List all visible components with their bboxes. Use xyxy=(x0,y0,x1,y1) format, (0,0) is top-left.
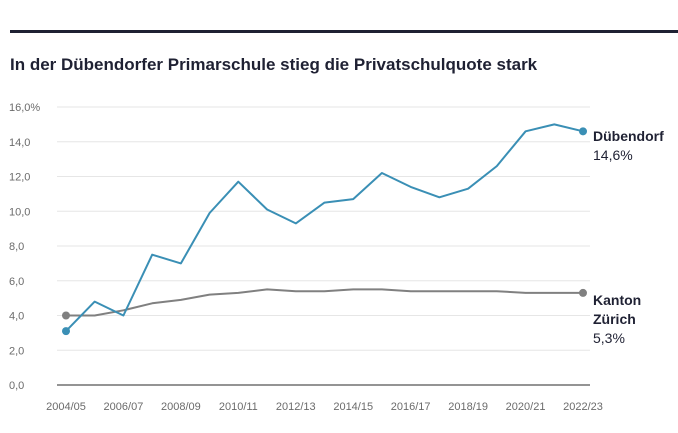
x-tick-label: 2006/07 xyxy=(104,401,144,413)
x-tick-label: 2014/15 xyxy=(333,401,373,413)
series-line-0 xyxy=(65,123,584,333)
series-end-value: 14,6% xyxy=(593,147,633,163)
x-axis-ticks: 2004/05 2006/07 2008/09 2010/11 2012/13 2014/… xyxy=(46,401,603,413)
x-tick-label: 2010/11 xyxy=(219,401,258,413)
x-tick-label: 2008/09 xyxy=(161,401,201,413)
y-tick-label: 6,0 xyxy=(9,276,24,288)
x-tick-label: 2004/05 xyxy=(46,401,86,413)
y-tick-label: 10,0 xyxy=(9,206,30,218)
series-line-1 xyxy=(65,288,584,317)
series-end-point-0 xyxy=(579,127,587,136)
series-label: Kanton xyxy=(593,292,641,308)
series-label: Dübendorf xyxy=(593,128,664,144)
y-tick-label: 8,0 xyxy=(9,241,24,253)
series-group xyxy=(62,123,587,336)
x-tick-label: 2018/19 xyxy=(448,401,488,413)
top-rule xyxy=(10,30,678,33)
y-tick-label: 14,0 xyxy=(9,137,30,149)
end-labels: Dübendorf 14,6% Kanton Zürich 5,3% xyxy=(593,128,664,346)
y-tick-label: 16,0% xyxy=(9,102,40,114)
x-tick-label: 2022/23 xyxy=(563,401,603,413)
series-start-point-1 xyxy=(62,311,70,320)
y-tick-label: 12,0 xyxy=(9,172,30,184)
series-label: Zürich xyxy=(593,311,636,327)
x-tick-label: 2020/21 xyxy=(506,401,546,413)
chart-title: In der Dübendorfer Primarschule stieg di… xyxy=(10,55,538,74)
y-tick-label: 2,0 xyxy=(9,345,24,357)
series-end-value: 5,3% xyxy=(593,330,625,346)
grid-lines xyxy=(57,106,590,386)
y-tick-label: 0,0 xyxy=(9,380,24,392)
y-tick-label: 4,0 xyxy=(9,311,24,323)
y-axis-ticks: 0,0 2,0 4,0 6,0 8,0 10,0 12,0 14,0 16,0% xyxy=(9,102,40,392)
series-start-point-0 xyxy=(62,327,70,336)
x-tick-label: 2016/17 xyxy=(391,401,431,413)
x-tick-label: 2012/13 xyxy=(276,401,316,413)
series-end-point-1 xyxy=(579,288,587,297)
